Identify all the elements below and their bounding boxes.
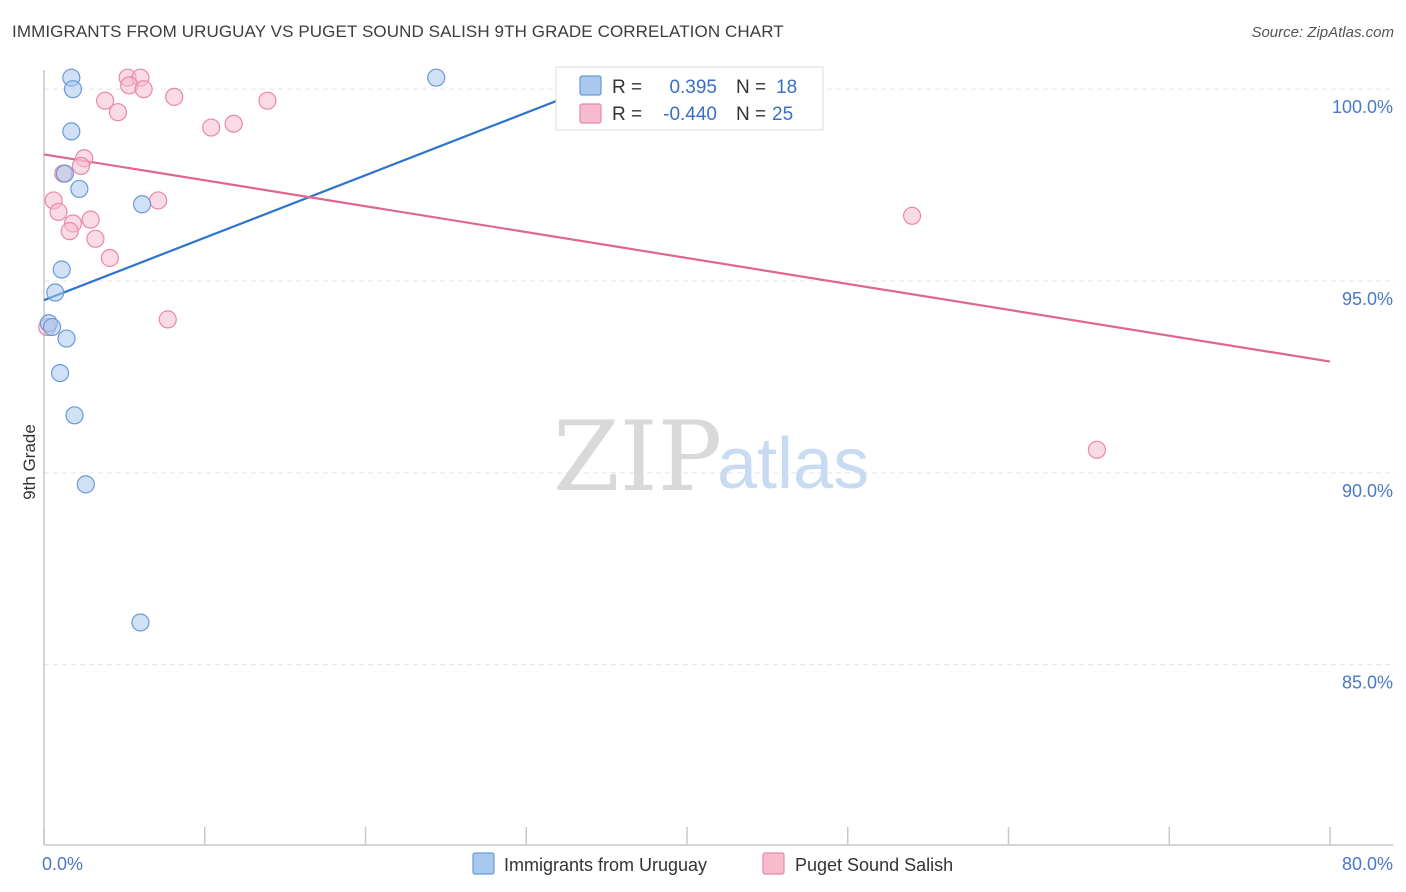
data-point-uruguay — [131, 613, 150, 632]
stats-r-value-blue: 0.395 — [669, 77, 717, 98]
x-tick-label: 0.0% — [42, 854, 83, 874]
data-point-uruguay — [55, 164, 74, 183]
data-point-salish — [86, 229, 105, 248]
legend-label-salish: Puget Sound Salish — [795, 855, 953, 875]
watermark-atlas: atlas — [717, 424, 869, 504]
data-point-salish — [165, 87, 184, 106]
data-point-salish — [100, 248, 120, 268]
watermark-zip: ZIP — [553, 401, 722, 513]
stats-r-label-pink: R = — [612, 104, 642, 125]
data-point-salish — [1087, 440, 1107, 459]
data-point-uruguay — [65, 406, 84, 425]
y-tick-label: 85.0% — [1342, 673, 1393, 693]
data-point-uruguay — [42, 317, 62, 337]
watermark: ZIP atlas — [553, 401, 869, 513]
data-point-uruguay — [52, 260, 71, 279]
data-point-salish — [108, 103, 128, 122]
data-point-uruguay — [57, 329, 76, 348]
data-point-salish — [71, 156, 91, 176]
data-point-salish — [81, 210, 100, 229]
stats-swatch-blue — [579, 75, 602, 96]
legend-label-uruguay: Immigrants from Uruguay — [504, 855, 707, 875]
y-tick-label: 100.0% — [1332, 97, 1393, 117]
axis-layer: 100.0% 95.0% 90.0% 85.0% 0.0% 80.0% — [42, 70, 1393, 874]
stats-n-label-blue: N = — [736, 77, 766, 98]
legend-swatch-uruguay — [472, 852, 495, 875]
chart-title: IMMIGRANTS FROM URUGUAY VS PUGET SOUND S… — [12, 22, 784, 41]
stats-r-value-pink: -0.440 — [663, 104, 717, 125]
data-point-salish — [134, 80, 153, 99]
stats-n-label-pink: N = — [736, 104, 766, 125]
points-layer — [38, 68, 1107, 632]
data-point-uruguay — [70, 179, 89, 199]
data-point-salish — [202, 118, 221, 137]
data-point-salish — [49, 202, 68, 222]
data-point-salish — [60, 222, 79, 241]
trend-line-uruguay — [43, 76, 617, 302]
stats-r-label-blue: R = — [612, 77, 642, 98]
data-point-uruguay — [62, 122, 81, 141]
data-point-salish — [158, 310, 177, 329]
data-point-uruguay — [76, 475, 95, 494]
data-point-uruguay — [63, 80, 83, 99]
trend-layer — [43, 76, 1331, 363]
data-point-salish — [149, 191, 168, 210]
y-tick-label: 95.0% — [1342, 289, 1393, 309]
legend: Immigrants from Uruguay Puget Sound Sali… — [472, 852, 953, 875]
data-point-salish — [224, 114, 243, 133]
data-point-salish — [95, 91, 115, 110]
stats-n-value-blue: 18 — [776, 77, 797, 98]
x-tick-label: 80.0% — [1342, 854, 1393, 874]
data-point-uruguay — [427, 68, 446, 87]
grid-layer — [44, 88, 1395, 666]
data-point-uruguay — [46, 283, 65, 302]
trend-line-salish — [43, 153, 1331, 363]
y-tick-label: 90.0% — [1342, 481, 1393, 501]
data-point-uruguay — [132, 195, 152, 214]
stats-box: R = 0.395 N = 18 R = -0.440 N = 25 — [555, 66, 824, 131]
y-axis-label: 9th Grade — [20, 424, 39, 500]
data-point-salish — [902, 206, 922, 225]
data-point-salish — [258, 91, 277, 110]
legend-swatch-salish — [762, 852, 785, 875]
data-point-uruguay — [50, 363, 70, 383]
stats-swatch-pink — [579, 103, 602, 124]
stats-n-value-pink: 25 — [772, 104, 793, 125]
chart-source: Source: ZipAtlas.com — [1251, 24, 1394, 41]
